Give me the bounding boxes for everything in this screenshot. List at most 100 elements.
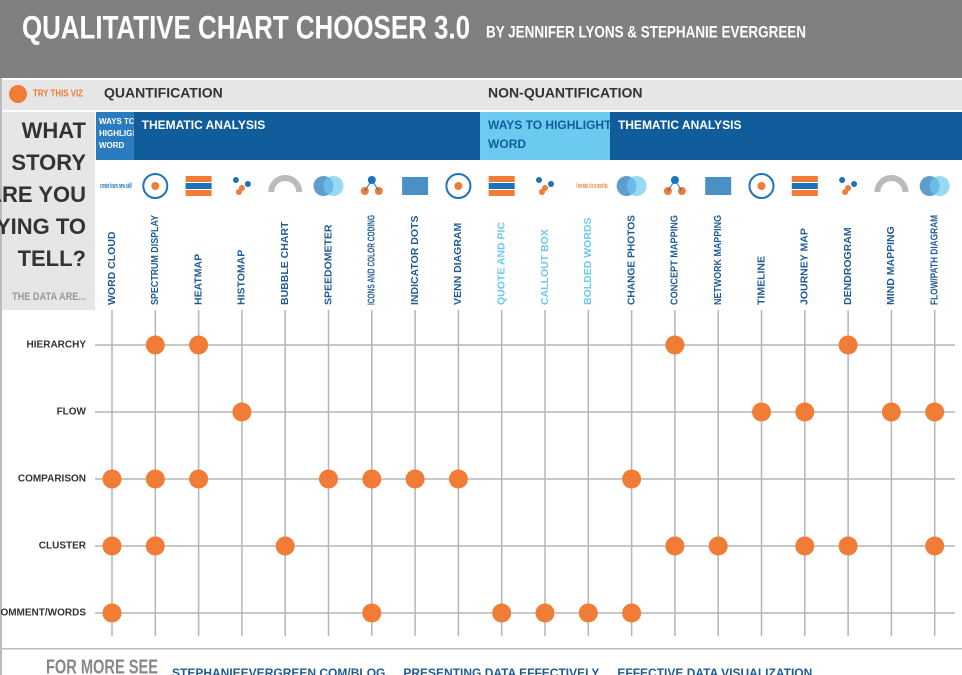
recommend-dot [708, 536, 728, 556]
recommend-dot [232, 402, 252, 422]
recommend-dot [362, 603, 382, 623]
icon-text: I love data. It is so much fun. [576, 183, 608, 190]
footer-lead: FOR MORE SEE [46, 656, 158, 675]
icon-shape [142, 173, 169, 199]
icon [839, 177, 858, 195]
recommend-dot [881, 402, 901, 422]
icon [445, 173, 472, 199]
icon-shape [874, 175, 909, 193]
recommend-dot [189, 469, 209, 489]
recommend-dot [622, 469, 642, 489]
recommend-dot [319, 469, 338, 489]
icon [791, 176, 818, 196]
recommend-dot [535, 603, 555, 623]
icon-shape [488, 183, 515, 189]
group-header [480, 112, 610, 160]
icon [705, 177, 732, 195]
recommend-dot [665, 536, 685, 556]
group-label: WAYS TO HIGHLIGHT A WORD [488, 118, 623, 151]
recommend-dot [925, 536, 945, 556]
icon-shape [244, 181, 251, 187]
recommend-dot [362, 469, 382, 489]
column-label: CHANGE PHOTOS [625, 215, 637, 305]
footer-link[interactable]: PRESENTING DATA EFFECTIVELY [403, 666, 599, 675]
icon-shape [445, 173, 472, 199]
column-label: TIMELINE [755, 256, 767, 305]
recommend-dot [275, 536, 295, 556]
recommend-dot [102, 603, 122, 623]
column-label: DENDROGRAM [842, 227, 854, 305]
group-label: THEMATIC ANALYSIS [142, 118, 266, 132]
group-label-line: WAYS TO HIGHLIGHT A [488, 118, 623, 132]
question-bg [0, 112, 95, 310]
section-title: NON-QUANTIFICATION [488, 85, 643, 101]
icon-shape [626, 176, 647, 196]
group-label-line: WORD [488, 137, 526, 151]
recommend-dot [795, 536, 815, 556]
recommend-dot [492, 603, 512, 623]
icon [874, 175, 909, 193]
icon-shape [839, 177, 846, 183]
recommend-dot [145, 536, 165, 556]
icon [536, 177, 554, 195]
column-label: MIND MAPPING [885, 226, 897, 305]
icon [142, 173, 169, 199]
byline: BY JENNIFER LYONS & STEPHANIE EVERGREEN [486, 22, 806, 41]
group-header [609, 112, 962, 160]
icon-shape [323, 176, 344, 196]
footer-link[interactable]: EFFECTIVE DATA VISUALIZATION [617, 666, 812, 675]
column-label: FLOW/PATH DIAGRAM [928, 215, 940, 305]
icon-shape [454, 182, 463, 190]
column-label: CONCEPT MAPPING [669, 215, 681, 305]
icon-shape [842, 189, 849, 195]
icon [360, 176, 383, 195]
icon [402, 177, 429, 195]
icon [488, 176, 515, 196]
title: QUALITATIVE CHART CHOOSER 3.0 [22, 9, 470, 45]
icon [232, 177, 251, 195]
footer-link[interactable]: STEPHANIEEVERGREEN.COM/BLOG [172, 666, 385, 675]
icon-shape [185, 190, 212, 196]
icon-shape [757, 182, 766, 190]
column-label: BUBBLE CHART [279, 221, 291, 305]
question-line: TRYING TO [0, 214, 86, 239]
icon [313, 176, 344, 196]
icon-shape [185, 183, 212, 189]
icon-shape [791, 190, 818, 196]
recommend-dot [405, 469, 425, 489]
group-label-line: WORD [99, 141, 125, 150]
recommend-dot [189, 335, 209, 355]
icon [663, 176, 686, 195]
icon-shape [488, 190, 515, 196]
icon-shape [488, 176, 515, 182]
recommend-dot [665, 335, 685, 355]
row-label: CLUSTER [39, 541, 87, 552]
recommend-dot [145, 469, 165, 489]
column-label: JOURNEY MAP [799, 228, 811, 305]
icon-shape [748, 173, 775, 199]
group-header [96, 112, 134, 160]
group-label: THEMATIC ANALYSIS [618, 118, 742, 132]
column-label: QUOTE AND PIC [495, 222, 507, 305]
icon-shape [674, 179, 683, 192]
column-label: CALLOUT BOX [539, 229, 551, 305]
recommend-dot [838, 335, 858, 355]
section-bar [0, 80, 962, 110]
icon [616, 176, 647, 196]
icon-shape [232, 177, 239, 183]
column-label: HISTOMAP [236, 250, 248, 305]
question-line: TELL? [18, 246, 86, 271]
column-label: HEATMAP [192, 254, 204, 305]
header-bg [0, 0, 962, 78]
recommend-dot [578, 603, 598, 623]
recommend-dot [102, 469, 122, 489]
footer-rule [0, 648, 962, 650]
column-label: NETWORK MAPPING [712, 215, 724, 305]
group-label: WAYS TO HIGHLIGHT A WORD [99, 117, 151, 150]
legend-label: TRY THIS VIZ [33, 89, 83, 100]
recommend-dot [838, 536, 858, 556]
icon-shape [402, 177, 429, 195]
recommend-dot [102, 536, 122, 556]
recommend-dot [448, 469, 468, 489]
